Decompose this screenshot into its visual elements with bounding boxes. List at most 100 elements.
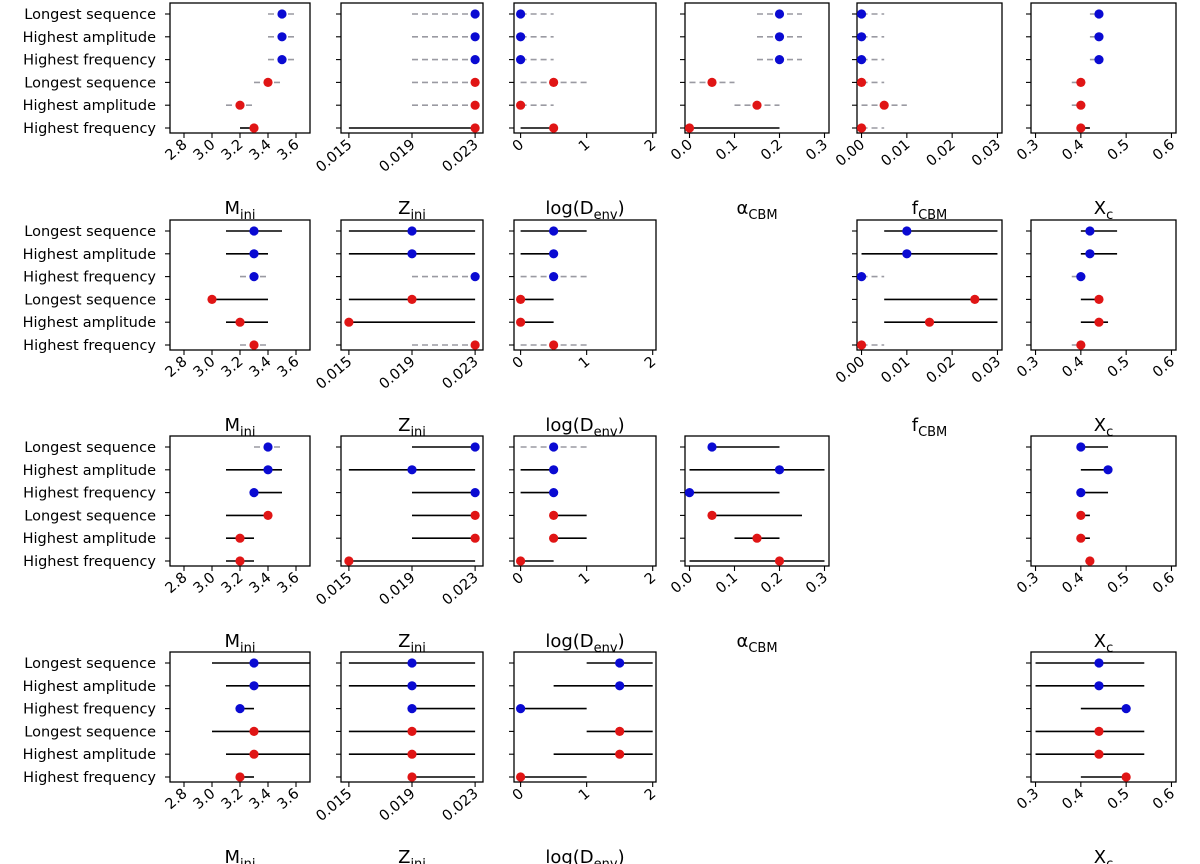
x-tick-label: 0.015 [313, 570, 355, 609]
row-label: Longest sequence [24, 292, 156, 308]
row-label: Highest frequency [23, 770, 156, 786]
data-point [1103, 465, 1113, 475]
data-point [470, 488, 480, 498]
x-tick-label: 0.00 [833, 137, 868, 170]
axis-label-X: Xc [1094, 847, 1114, 864]
data-point [249, 749, 259, 759]
x-tick-label: 2.8 [163, 137, 191, 164]
x-tick-label: 3.2 [219, 786, 247, 813]
data-point [516, 294, 526, 304]
x-tick-label: 0.019 [376, 354, 418, 393]
data-point [707, 510, 717, 520]
row-label: Highest frequency [23, 270, 156, 286]
x-tick-label: 1 [576, 570, 593, 588]
x-tick-label: 0.02 [924, 354, 959, 387]
row-label: Highest amplitude [23, 315, 156, 331]
data-point [615, 726, 625, 737]
data-point [549, 123, 559, 133]
axis-label-X: Xc [1094, 631, 1114, 656]
data-point [470, 442, 480, 452]
data-point [407, 772, 417, 782]
x-tick-label: 3.6 [275, 354, 303, 381]
x-tick-label: 0.3 [803, 570, 831, 597]
data-point [856, 272, 867, 282]
data-point [1076, 77, 1086, 87]
x-tick-label: 2.8 [163, 786, 191, 813]
panel-frame [169, 2, 311, 134]
x-tick-label: 3.0 [191, 354, 219, 381]
row-label: Highest amplitude [23, 531, 156, 547]
data-point [549, 533, 559, 543]
data-point [516, 55, 526, 65]
x-tick-label: 0.019 [376, 137, 418, 176]
data-point [235, 704, 245, 714]
panel-X-row-2: 0.3 0.4 0.5 0.6 Xc [1014, 219, 1178, 440]
panel-f-row-1: 0.00 0.01 0.02 0.03 fCBM [833, 2, 1004, 223]
x-tick-label: 0.1 [713, 570, 741, 597]
row-label: Highest frequency [23, 486, 156, 502]
panel-X-row-3: 0.3 0.4 0.5 0.6 Xc [1014, 435, 1178, 656]
data-point [470, 533, 480, 543]
data-point [470, 32, 480, 42]
data-point [549, 272, 559, 282]
data-point [470, 100, 480, 110]
axis-label-a: αCBM [736, 198, 777, 223]
x-tick-label: 3.0 [191, 137, 219, 164]
data-point [856, 123, 867, 133]
data-point [516, 704, 526, 714]
x-tick-label: 3.2 [219, 354, 247, 381]
data-point [1085, 556, 1095, 566]
x-tick-label: 0.4 [1059, 570, 1087, 597]
data-point [235, 556, 245, 566]
data-point [235, 100, 245, 110]
row-label: Highest amplitude [23, 463, 156, 479]
data-point [1094, 32, 1104, 42]
x-tick-label: 0.0 [668, 137, 696, 164]
data-point [263, 465, 273, 475]
x-tick-label: 0.4 [1059, 786, 1087, 813]
data-point [1094, 9, 1104, 19]
row-label: Highest frequency [23, 121, 156, 137]
data-point [407, 226, 417, 236]
data-point [277, 55, 287, 65]
panel-frame [169, 435, 311, 567]
data-point [549, 226, 559, 236]
x-tick-label: 0.02 [924, 137, 959, 170]
data-point [902, 226, 912, 236]
x-tick-label: 3.6 [275, 137, 303, 164]
data-point [516, 317, 526, 327]
data-point [1094, 681, 1104, 691]
x-tick-label: 0.019 [376, 570, 418, 609]
x-tick-label: 0.3 [1014, 137, 1042, 164]
panel-frame [1030, 435, 1177, 567]
panel-f-row-2: 0.00 0.01 0.02 0.03 fCBM [833, 219, 1004, 440]
x-tick-label: 0 [510, 786, 527, 804]
x-tick-label: 0.3 [1014, 570, 1042, 597]
data-point [263, 442, 273, 452]
data-point [344, 556, 354, 566]
panel-frame [684, 2, 830, 134]
row-label: Highest frequency [23, 53, 156, 69]
data-point [407, 465, 417, 475]
data-point [407, 294, 417, 304]
x-tick-label: 0.4 [1059, 354, 1087, 381]
data-point [707, 442, 717, 452]
data-point [774, 55, 785, 65]
data-point [470, 123, 480, 133]
data-point [549, 510, 559, 520]
data-point [1076, 488, 1086, 498]
x-tick-label: 0.0 [668, 570, 696, 597]
x-tick-label: 0.015 [313, 354, 355, 393]
row-label: Longest sequence [24, 724, 156, 740]
x-tick-label: 1 [576, 137, 593, 155]
data-point [249, 488, 259, 498]
data-point [752, 100, 762, 110]
panel-X-row-1: 0.3 0.4 0.5 0.6 Xc [1014, 2, 1178, 223]
panel-Z-row-1: 0.015 0.019 0.023 Zini [313, 2, 484, 223]
data-point [615, 681, 625, 691]
x-tick-label: 0.023 [440, 137, 482, 176]
panel-X-row-4: 0.3 0.4 0.5 0.6 Xc [1014, 651, 1178, 864]
data-point [774, 32, 785, 42]
axis-label-D: log(Denv) [545, 198, 624, 223]
